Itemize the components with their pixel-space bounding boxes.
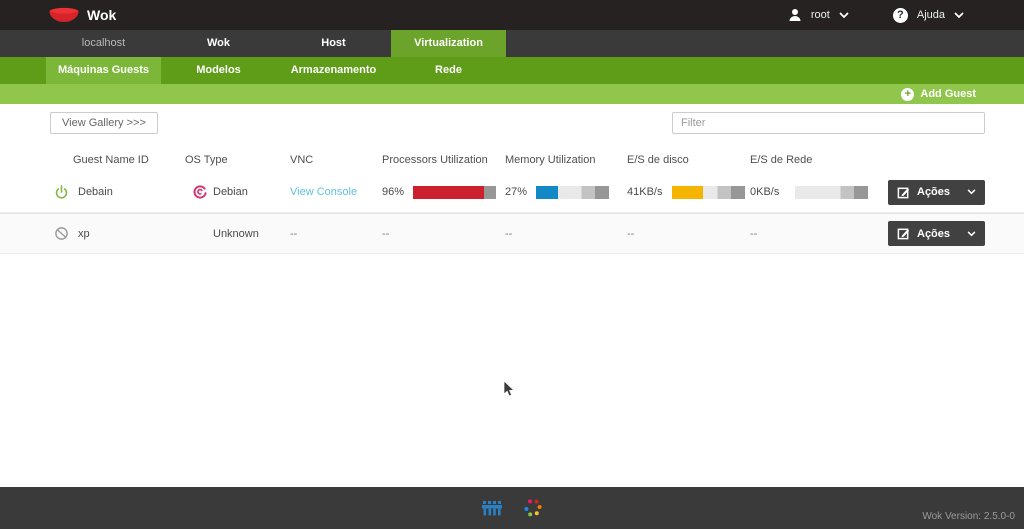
power-on-icon xyxy=(55,184,68,199)
col-header-memory: Memory Utilization xyxy=(505,154,596,166)
vnc-value: -- xyxy=(290,227,298,240)
tab-localhost[interactable]: localhost xyxy=(81,37,126,49)
processors-bar xyxy=(413,185,496,199)
filter-input[interactable] xyxy=(672,112,985,134)
plus-icon: + xyxy=(901,87,915,101)
col-header-disk-io: E/S de disco xyxy=(627,154,689,166)
view-gallery-button[interactable]: View Gallery >>> xyxy=(50,112,158,134)
subtab-maquinas-guests[interactable]: Máquinas Guests xyxy=(46,57,161,84)
view-console-link[interactable]: View Console xyxy=(290,186,358,198)
disk-io-cell: 41KB/s xyxy=(627,185,750,199)
col-header-os-type: OS Type xyxy=(185,154,228,166)
processors-cell: 96% xyxy=(382,185,505,199)
chevron-down-icon xyxy=(954,12,964,18)
table-row: Debain Debian View Console 96% 27% 41KB/… xyxy=(0,172,1024,213)
user-menu[interactable]: root xyxy=(788,8,849,22)
guest-name-cell: Debain xyxy=(50,184,185,200)
table-header: Guest Name ID OS Type VNC Processors Uti… xyxy=(0,148,1024,172)
debian-logo-icon xyxy=(193,185,207,199)
brand-name: Wok xyxy=(87,7,117,23)
edit-icon xyxy=(897,187,910,198)
help-label: Ajuda xyxy=(916,9,945,21)
top-bar: Wok root ? Ajuda xyxy=(0,0,1024,30)
wok-logo-icon xyxy=(49,7,79,22)
os-type: Debian xyxy=(213,186,248,198)
chevron-down-icon xyxy=(967,189,976,195)
add-guest-button[interactable]: + Add Guest xyxy=(901,87,976,101)
network-io-value: -- xyxy=(750,227,758,240)
disk-io-value: -- xyxy=(627,227,635,240)
user-name: root xyxy=(810,9,830,21)
network-io-value: 0KB/s xyxy=(750,186,780,198)
network-io-bar xyxy=(795,185,868,199)
help-menu[interactable]: ? Ajuda xyxy=(892,7,964,23)
memory-value: 27% xyxy=(505,186,528,198)
subtab-rede[interactable]: Rede xyxy=(435,64,462,76)
footer: Wok Version: 2.5.0-0 xyxy=(0,487,1024,529)
table-row: xp Unknown -- -- -- -- -- Ações xyxy=(0,213,1024,254)
os-type-cell: Unknown xyxy=(185,228,290,240)
chevron-down-icon xyxy=(967,231,976,236)
subtab-modelos[interactable]: Modelos xyxy=(196,64,241,76)
brand: Wok xyxy=(48,6,116,24)
actions-label: Ações xyxy=(917,186,951,198)
sub-tab-bar: Máquinas Guests Modelos Armazenamento Re… xyxy=(0,57,1024,84)
wok-version: Wok Version: 2.5.0-0 xyxy=(922,511,1015,522)
nav-tab-bar: localhost Wok Host Virtualization xyxy=(0,30,1024,57)
col-header-processors: Processors Utilization xyxy=(382,154,488,166)
disk-io-value: 41KB/s xyxy=(627,186,663,198)
col-header-vnc: VNC xyxy=(290,154,314,166)
actions-button[interactable]: Ações xyxy=(888,221,985,246)
col-header-guest-name: Guest Name ID xyxy=(73,154,149,166)
subtab-armazenamento[interactable]: Armazenamento xyxy=(290,64,377,76)
processors-value: -- xyxy=(382,227,390,240)
col-header-network-io: E/S de Rede xyxy=(750,154,813,166)
ginger-bridge-icon[interactable] xyxy=(481,500,503,516)
edit-icon xyxy=(897,228,910,240)
power-off-icon xyxy=(55,227,68,240)
main-content: View Gallery >>> Guest Name ID OS Type V… xyxy=(0,104,1024,487)
action-bar: + Add Guest xyxy=(0,84,1024,104)
guest-name-cell: xp xyxy=(50,226,185,241)
memory-bar xyxy=(536,185,609,199)
topbar-menus: root ? Ajuda xyxy=(788,7,1024,23)
actions-label: Ações xyxy=(917,227,951,240)
chevron-down-icon xyxy=(839,12,849,18)
disk-io-bar xyxy=(672,185,745,199)
memory-value: -- xyxy=(505,227,513,240)
os-type-cell: Debian xyxy=(185,184,290,200)
toolbar-row: View Gallery >>> xyxy=(0,104,1024,134)
help-icon: ? xyxy=(892,7,908,23)
tab-host[interactable]: Host xyxy=(321,37,346,49)
add-guest-label: Add Guest xyxy=(920,88,976,100)
actions-button[interactable]: Ações xyxy=(888,179,985,205)
network-io-cell: 0KB/s xyxy=(750,185,888,199)
memory-cell: 27% xyxy=(505,185,627,199)
user-icon xyxy=(789,9,801,21)
guest-name: xp xyxy=(78,227,90,240)
kimchi-logo-icon[interactable] xyxy=(523,498,543,518)
mouse-cursor xyxy=(503,380,515,397)
guest-name: Debain xyxy=(78,186,113,198)
tab-virtualization[interactable]: Virtualization xyxy=(391,30,506,57)
tab-wok[interactable]: Wok xyxy=(206,37,231,49)
processors-value: 96% xyxy=(382,186,405,198)
os-type: Unknown xyxy=(213,227,259,240)
